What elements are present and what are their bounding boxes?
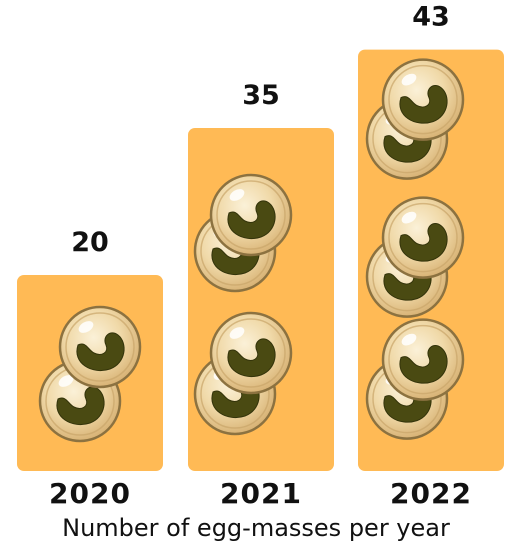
frog-egg-icon [381, 318, 465, 401]
value-label-2021: 35 [242, 80, 280, 111]
x-axis-title: Number of egg-masses per year [62, 514, 450, 542]
category-label-2022: 2022 [390, 477, 472, 510]
category-label-2020: 2020 [49, 477, 131, 510]
value-label-2020: 20 [71, 227, 109, 258]
frog-egg-icon [58, 305, 142, 389]
frog-egg-icon [381, 58, 465, 141]
frog-egg-icon [209, 173, 293, 257]
frog-egg-icon [381, 196, 465, 279]
value-label-2022: 43 [412, 2, 450, 33]
frog-egg-icon [209, 311, 293, 395]
category-label-2021: 2021 [220, 477, 302, 510]
